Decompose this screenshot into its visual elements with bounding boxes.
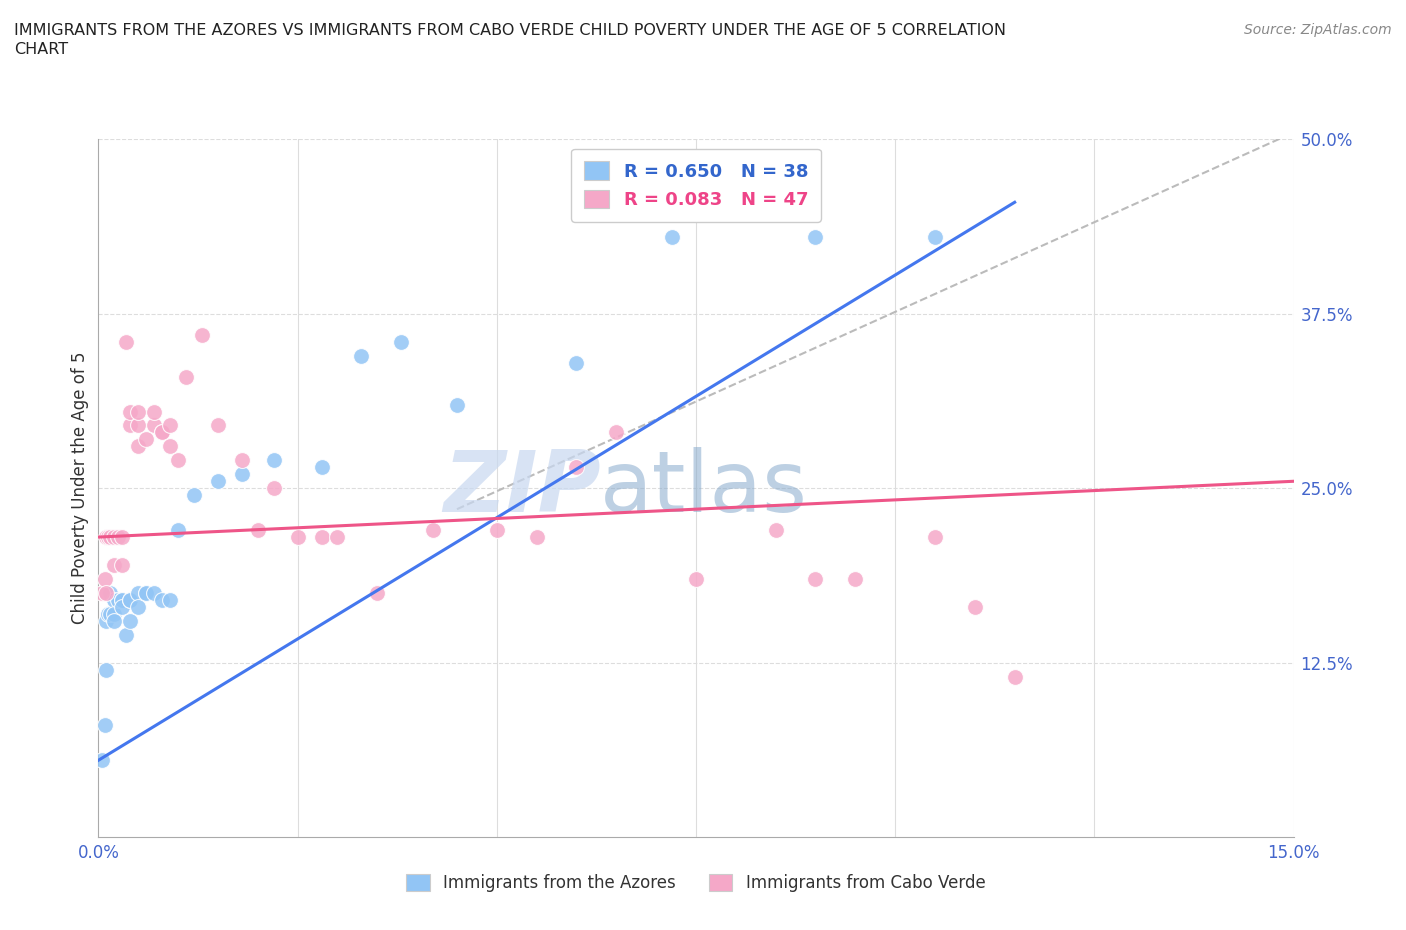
Point — [287, 530, 309, 545]
Point — [246, 523, 269, 538]
Point — [111, 592, 134, 607]
Point — [963, 600, 986, 615]
Text: IMMIGRANTS FROM THE AZORES VS IMMIGRANTS FROM CABO VERDE CHILD POVERTY UNDER THE: IMMIGRANTS FROM THE AZORES VS IMMIGRANTS… — [14, 23, 1007, 38]
Point — [159, 592, 181, 607]
Point — [191, 327, 214, 342]
Legend: Immigrants from the Azores, Immigrants from Cabo Verde: Immigrants from the Azores, Immigrants f… — [399, 867, 993, 898]
Point — [97, 530, 120, 545]
Point — [103, 606, 125, 621]
Point — [111, 600, 134, 615]
Point — [159, 439, 181, 454]
Point — [143, 418, 166, 433]
Point — [167, 453, 190, 468]
Point — [311, 460, 333, 474]
Point — [135, 586, 157, 601]
Point — [94, 571, 117, 587]
Point — [127, 418, 149, 433]
Point — [127, 439, 149, 454]
Point — [150, 425, 173, 440]
Point — [120, 418, 142, 433]
Point — [565, 355, 588, 370]
Text: atlas: atlas — [600, 446, 808, 530]
Point — [526, 530, 548, 545]
Text: Source: ZipAtlas.com: Source: ZipAtlas.com — [1244, 23, 1392, 37]
Point — [91, 753, 114, 768]
Point — [111, 530, 134, 545]
Point — [127, 586, 149, 601]
Point — [135, 586, 157, 601]
Point — [350, 349, 373, 364]
Point — [231, 453, 253, 468]
Point — [207, 474, 229, 489]
Point — [127, 600, 149, 615]
Point — [565, 460, 588, 474]
Point — [605, 425, 627, 440]
Point — [804, 571, 827, 587]
Point — [765, 523, 787, 538]
Point — [107, 592, 129, 607]
Point — [150, 592, 173, 607]
Point — [96, 614, 118, 629]
Point — [103, 558, 125, 573]
Point — [115, 334, 138, 349]
Point — [174, 369, 197, 384]
Point — [97, 606, 120, 621]
Point — [685, 571, 707, 587]
Point — [135, 432, 157, 447]
Text: CHART: CHART — [14, 42, 67, 57]
Point — [94, 718, 117, 733]
Point — [91, 586, 114, 601]
Point — [127, 404, 149, 418]
Point — [96, 586, 118, 601]
Point — [231, 467, 253, 482]
Point — [107, 530, 129, 545]
Point — [844, 571, 866, 587]
Text: ZIP: ZIP — [443, 446, 600, 530]
Point — [100, 586, 122, 601]
Point — [446, 397, 468, 412]
Point — [366, 586, 388, 601]
Point — [263, 481, 285, 496]
Point — [143, 404, 166, 418]
Point — [120, 614, 142, 629]
Point — [120, 592, 142, 607]
Point — [100, 530, 122, 545]
Point — [924, 530, 946, 545]
Point — [96, 530, 118, 545]
Point — [661, 230, 683, 245]
Point — [143, 586, 166, 601]
Point — [263, 453, 285, 468]
Point — [111, 592, 134, 607]
Point — [924, 230, 946, 245]
Point — [389, 334, 412, 349]
Point — [485, 523, 508, 538]
Point — [804, 230, 827, 245]
Point — [183, 488, 205, 503]
Point — [96, 662, 118, 677]
Point — [120, 404, 142, 418]
Point — [1004, 670, 1026, 684]
Point — [111, 558, 134, 573]
Point — [326, 530, 349, 545]
Point — [167, 523, 190, 538]
Y-axis label: Child Poverty Under the Age of 5: Child Poverty Under the Age of 5 — [72, 352, 90, 625]
Point — [103, 614, 125, 629]
Point — [120, 592, 142, 607]
Point — [159, 418, 181, 433]
Point — [150, 425, 173, 440]
Point — [115, 628, 138, 643]
Point — [207, 418, 229, 433]
Point — [422, 523, 444, 538]
Point — [103, 592, 125, 607]
Point — [311, 530, 333, 545]
Point — [103, 530, 125, 545]
Point — [100, 606, 122, 621]
